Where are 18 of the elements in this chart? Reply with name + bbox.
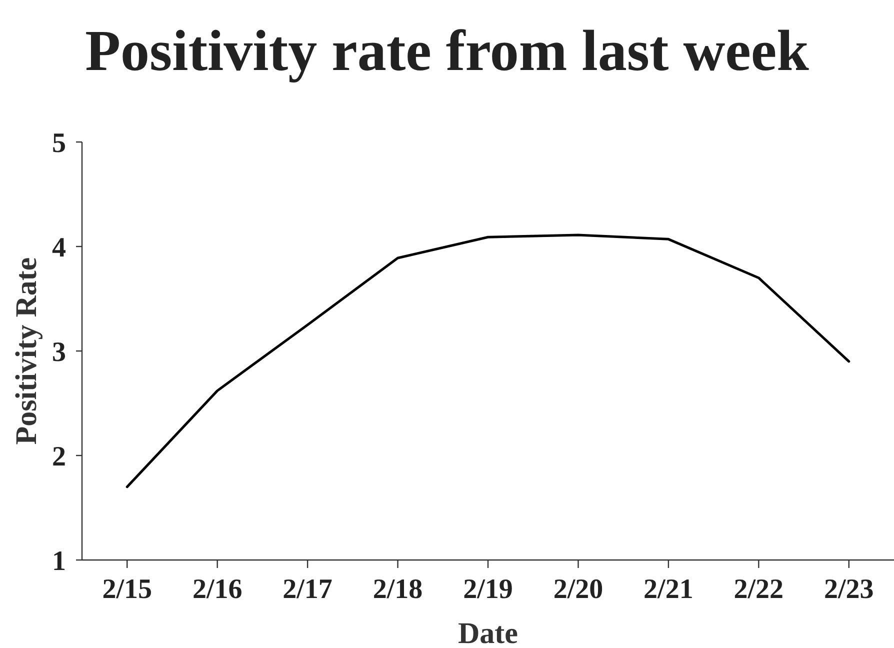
- x-axis-title: Date: [458, 617, 518, 648]
- y-axis-title: Positivity Rate: [10, 257, 43, 445]
- x-tick-label: 2/17: [282, 574, 332, 605]
- chart-title: Positivity rate from last week: [85, 18, 810, 83]
- y-tick-label: 4: [52, 232, 66, 264]
- x-tick-label: 2/22: [734, 574, 784, 605]
- x-tick-label: 2/16: [192, 574, 242, 605]
- y-tick-label: 5: [52, 128, 66, 159]
- y-tick-label: 1: [52, 546, 66, 577]
- y-tick-label: 2: [52, 441, 66, 472]
- x-tick-label: 2/15: [102, 574, 152, 605]
- x-tick-label: 2/19: [463, 574, 513, 605]
- x-tick-label: 2/23: [824, 574, 874, 605]
- x-tick-label: 2/21: [644, 574, 694, 605]
- y-tick-label: 3: [52, 336, 66, 368]
- x-tick-label: 2/20: [553, 574, 604, 605]
- line-series: [126, 234, 850, 488]
- x-tick-label: 2/18: [372, 574, 423, 605]
